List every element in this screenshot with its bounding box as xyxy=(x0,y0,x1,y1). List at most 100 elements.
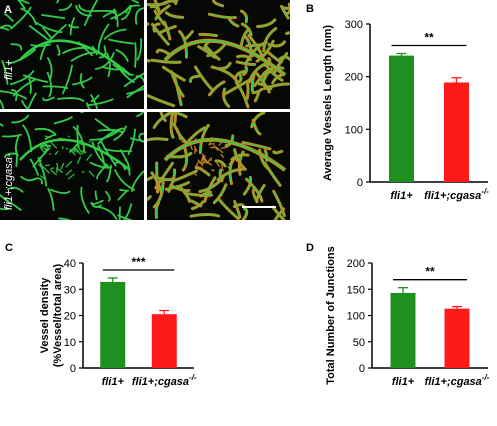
vessel-segment xyxy=(219,199,239,220)
vessel-segment xyxy=(1,60,9,85)
vessel-segment xyxy=(97,206,118,220)
vessel-segment xyxy=(240,10,248,23)
vessel-segment xyxy=(0,122,4,127)
vessel-segment xyxy=(272,206,285,220)
vessel-segment xyxy=(123,203,133,220)
vessel-segment xyxy=(42,85,69,89)
vessel-segment xyxy=(47,187,55,211)
vessel-segment xyxy=(102,11,115,18)
category-label: fli1+;cgasa-/- xyxy=(132,373,197,388)
vessel-segment xyxy=(0,207,10,211)
vessel-cluster-segment xyxy=(37,163,44,169)
panel-label-b: B xyxy=(306,3,314,15)
vessel-segment xyxy=(99,139,117,167)
category-label: fli1+;cgasa-/- xyxy=(425,373,490,388)
vessel-segment xyxy=(252,88,263,94)
vessel-segment xyxy=(21,100,30,109)
vessel-segment xyxy=(150,5,160,12)
vessel-cluster-segment xyxy=(44,135,52,139)
vessel-cluster-segment xyxy=(37,156,42,162)
vessel-cluster-segment xyxy=(220,146,229,150)
vessel-cluster-segment xyxy=(221,168,225,172)
vessel-segment xyxy=(127,128,136,156)
vessel-cluster-segment xyxy=(41,165,50,174)
y-tick-label: 200 xyxy=(347,258,365,270)
bar xyxy=(151,314,177,368)
vessel-segment xyxy=(157,177,173,181)
vessel-segment xyxy=(98,45,107,59)
vessel-segment xyxy=(80,186,90,214)
vessel-cluster-segment xyxy=(202,157,210,165)
chart-d: 0 50 100 150 200 fli1+ fli1+;cgasa-/- ** Total N… xyxy=(325,246,490,388)
vessel-segment xyxy=(234,149,246,170)
vessel-segment xyxy=(30,43,51,47)
y-tick-label: 100 xyxy=(345,124,363,136)
vessel-segment xyxy=(147,138,168,141)
vessel-cluster-segment xyxy=(201,167,206,174)
y-axis-label: Vessel density(%Vessel/total area) xyxy=(39,264,64,368)
vessel-cluster-segment xyxy=(220,162,224,170)
vessel-segment xyxy=(11,114,30,124)
vessel-segment xyxy=(282,7,290,10)
vessel-segment xyxy=(136,112,144,118)
y-axis-label: Average Vessels Length (mm) xyxy=(322,25,334,181)
vessel-cluster-segment xyxy=(60,162,65,170)
vessel-segment xyxy=(17,0,26,10)
vessel-cluster-segment xyxy=(65,169,73,176)
category-label: fli1+ xyxy=(390,190,413,202)
y-tick-label: 50 xyxy=(353,337,365,349)
vessel-segment xyxy=(22,124,33,153)
vessel-segment xyxy=(76,124,80,148)
main-vessel xyxy=(19,138,131,171)
vessel-segment xyxy=(208,81,225,96)
vessel-segment xyxy=(62,64,73,95)
vessel-segment xyxy=(28,77,32,94)
y-tick-label: 30 xyxy=(64,284,76,296)
vessel-cluster-segment xyxy=(78,147,84,155)
chart-c: 0 10 20 30 40 fli1+ fli1+;cgasa-/- *** Vessel de… xyxy=(39,255,197,388)
vessel-segment xyxy=(147,95,175,107)
vessel-segment xyxy=(174,76,182,106)
vessel-segment xyxy=(0,24,13,29)
main-vessel xyxy=(164,138,286,171)
vessel-segment xyxy=(68,23,79,29)
vessel-segment xyxy=(234,200,241,218)
vessel-segment xyxy=(266,65,283,81)
vessel-segment xyxy=(242,209,248,220)
y-tick-label: 0 xyxy=(357,177,363,189)
vessel-segment xyxy=(231,154,249,160)
y-tick-label: 200 xyxy=(345,72,363,84)
vessel-segment xyxy=(182,145,188,171)
vessel-cluster-segment xyxy=(67,173,76,180)
vessel-segment xyxy=(273,190,285,217)
vessel-segment xyxy=(22,74,49,83)
vessel-segment xyxy=(194,66,214,92)
vessel-cluster-segment xyxy=(210,157,213,162)
vessel-segment xyxy=(91,199,104,205)
vessel-segment xyxy=(135,75,144,84)
vessel-segment xyxy=(41,14,66,19)
vessel-segment xyxy=(246,41,267,63)
vessel-segment xyxy=(273,150,283,154)
vessel-segment xyxy=(156,162,159,193)
vessel-segment xyxy=(153,181,164,208)
y-tick-label: 100 xyxy=(347,311,365,323)
vessel-segment xyxy=(4,13,14,22)
vessel-segment xyxy=(37,157,48,187)
vessel-segment xyxy=(160,112,166,121)
vessel-cluster-segment xyxy=(67,135,70,138)
vessel-segment xyxy=(179,31,188,58)
vessel-segment xyxy=(86,9,117,13)
vessel-segment xyxy=(156,49,170,55)
vessel-segment xyxy=(190,200,202,207)
vessel-segment xyxy=(0,99,5,109)
vessel-segment xyxy=(97,127,125,145)
vessel-segment xyxy=(10,6,32,30)
vessel-cluster-segment xyxy=(74,149,79,153)
row-label-top: fli1+ xyxy=(3,59,15,80)
main-vessel xyxy=(19,39,131,76)
vessel-segment xyxy=(263,27,277,52)
vessel-segment xyxy=(108,38,135,45)
vessel-segment xyxy=(86,102,92,109)
